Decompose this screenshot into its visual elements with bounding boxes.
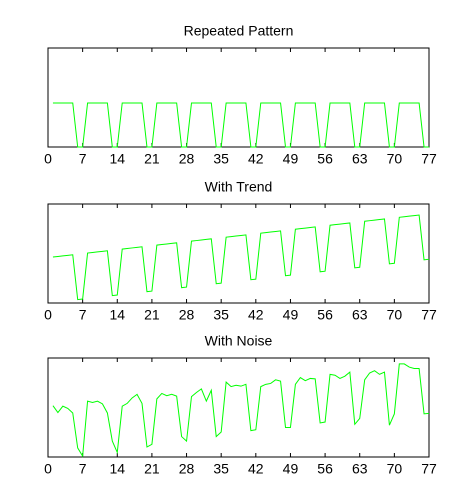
x-tick-label: 77: [421, 151, 437, 167]
x-tick-label: 7: [79, 151, 87, 167]
x-tick-label: 14: [109, 151, 125, 167]
x-tick-label: 35: [213, 151, 229, 167]
data-line: [52, 214, 430, 301]
x-tick-label: 21: [144, 307, 160, 323]
x-tick-label: 28: [179, 307, 195, 323]
x-tick-label: 42: [248, 307, 264, 323]
x-tick-label: 35: [213, 307, 229, 323]
x-tick-label: 63: [352, 307, 368, 323]
x-tick-label: 0: [44, 151, 52, 167]
x-tick-label: 56: [317, 307, 333, 323]
subplot-title: With Trend: [205, 179, 273, 195]
x-tick-label: 49: [283, 461, 299, 477]
data-line: [52, 363, 430, 458]
x-tick-label: 28: [179, 151, 195, 167]
x-tick-label: 28: [179, 461, 195, 477]
x-tick-label: 14: [109, 461, 125, 477]
x-tick-label: 21: [144, 461, 160, 477]
x-tick-label: 49: [283, 151, 299, 167]
x-tick-label: 7: [79, 461, 87, 477]
axes-box: [47, 203, 430, 304]
x-tick-label: 77: [421, 461, 437, 477]
x-tick-label: 0: [44, 307, 52, 323]
x-tick-label: 42: [248, 151, 264, 167]
axes-box: [47, 357, 430, 458]
x-tick-label: 63: [352, 461, 368, 477]
x-tick-label: 35: [213, 461, 229, 477]
x-tick-label: 70: [387, 461, 403, 477]
x-tick-label: 70: [387, 151, 403, 167]
x-tick-label: 21: [144, 151, 160, 167]
x-tick-label: 77: [421, 307, 437, 323]
x-tick-label: 7: [79, 307, 87, 323]
x-tick-label: 63: [352, 151, 368, 167]
x-tick-label: 56: [317, 461, 333, 477]
x-tick-label: 14: [109, 307, 125, 323]
x-tick-label: 42: [248, 461, 264, 477]
x-tick-label: 56: [317, 151, 333, 167]
x-tick-label: 70: [387, 307, 403, 323]
x-tick-label: 49: [283, 307, 299, 323]
data-line: [52, 102, 429, 148]
subplot-title: With Noise: [205, 333, 273, 349]
x-tick-label: 0: [44, 461, 52, 477]
axes-box: [47, 47, 430, 148]
subplot-title: Repeated Pattern: [184, 23, 294, 39]
